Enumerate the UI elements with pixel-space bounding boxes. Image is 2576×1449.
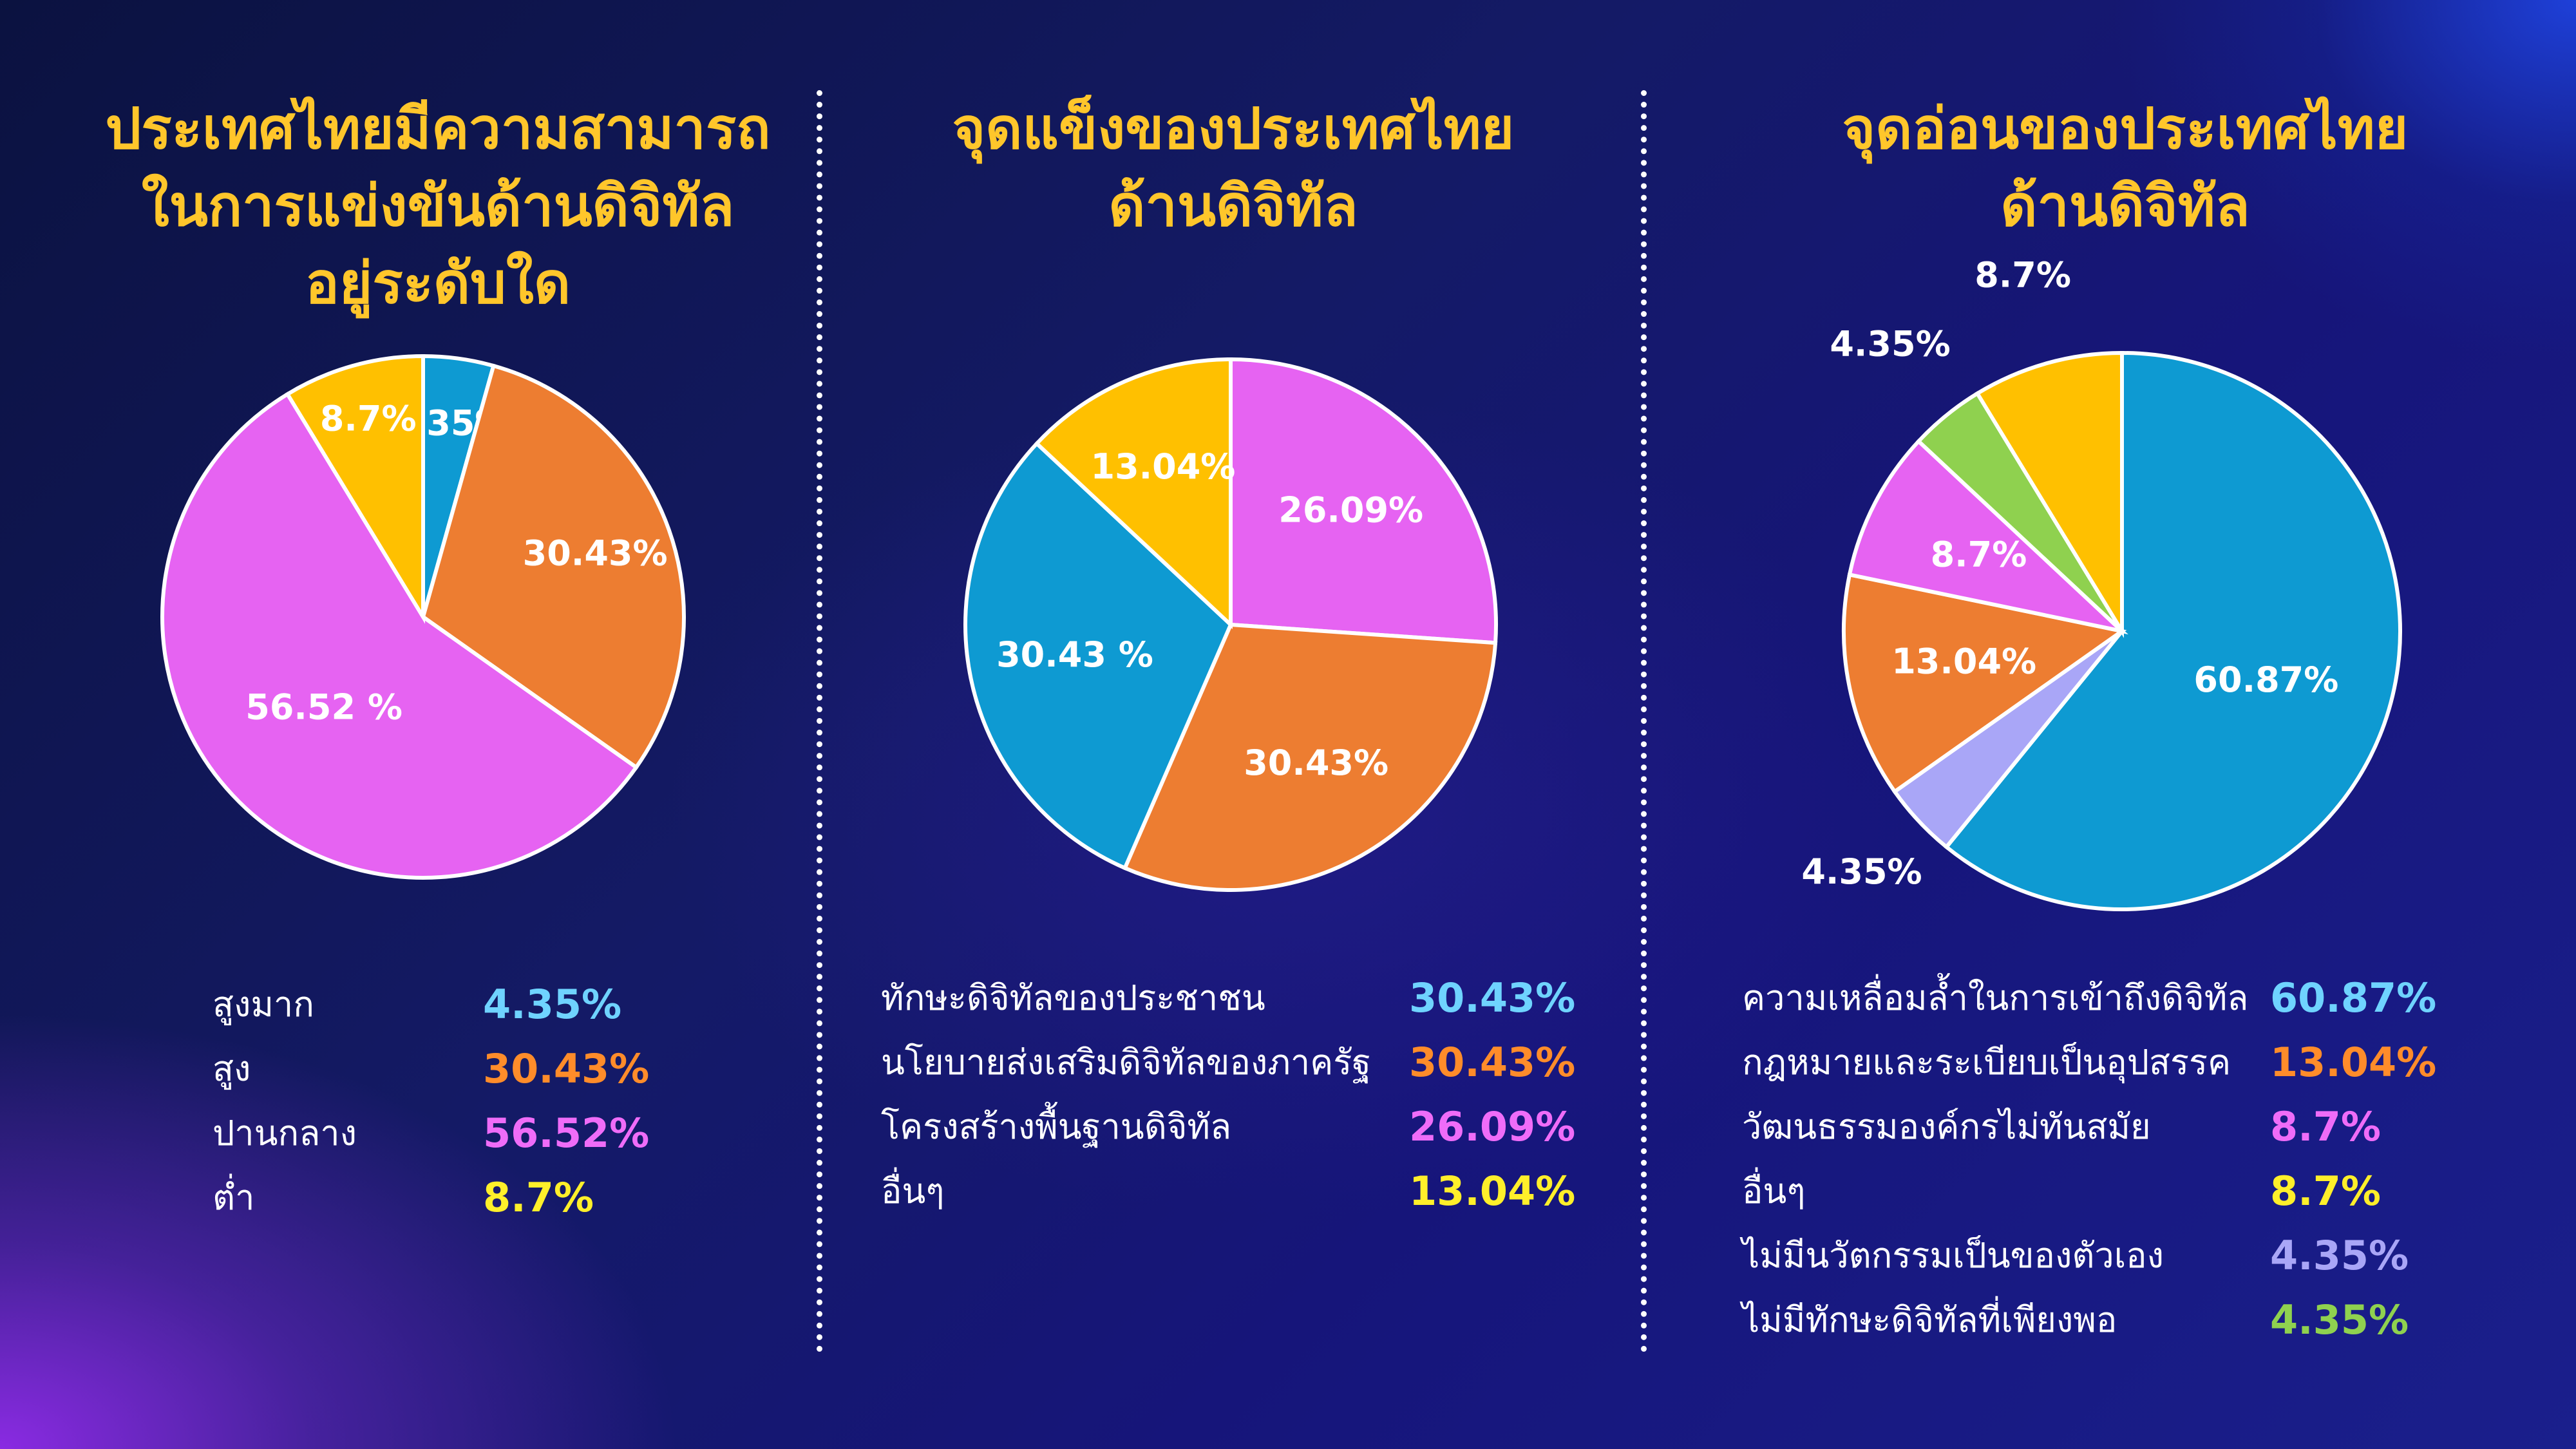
legend-label: วัฒนธรรมองค์กรไม่ทันสมัย (1742, 1106, 2151, 1147)
legend-value: 26.09% (1409, 1103, 1576, 1150)
slice-label: 4.35% (1801, 851, 1922, 892)
legend-competitiveness: สูงมาก 4.35% สูง 30.43% ปานกลาง 56.52% ต่ำ 8.7% (213, 972, 663, 1243)
legend-value: 60.87% (2270, 974, 2437, 1021)
legend-value: 8.7% (2270, 1103, 2381, 1150)
title-line-1: จุดอ่อนของประเทศไทย (1842, 95, 2409, 162)
legend-value: 30.43% (1409, 974, 1576, 1021)
pie-slice (1229, 357, 1498, 645)
legend-label: ปานกลาง (213, 1113, 357, 1153)
divider-right (1641, 90, 1647, 1352)
title-line-1: จุดแข็งของประเทศไทย (952, 95, 1515, 162)
pie-slice (160, 391, 639, 880)
legend-value: 13.04% (2270, 1039, 2437, 1086)
legend-value: 30.43% (1409, 1039, 1576, 1086)
pie-chart-competitiveness: 4.35%30.43%56.52 %8.7% (160, 354, 686, 880)
pie-slice (963, 440, 1233, 871)
legend-label: ไม่มีนวัตกรรมเป็นของตัวเอง (1742, 1235, 2164, 1276)
pie-slice (1034, 357, 1233, 629)
legend-label: กฎหมายและระเบียบเป็นอุปสรรค (1742, 1042, 2231, 1083)
legend-label: อื่นๆ (1742, 1171, 1806, 1211)
legend-value: 56.52% (483, 1110, 650, 1157)
pie-slice (1944, 350, 2402, 911)
title-line-1: ประเทศไทยมีความสามารถ (105, 95, 771, 162)
pie-slice (1975, 350, 2124, 638)
legend-value: 4.35% (2270, 1296, 2409, 1343)
legend-value: 30.43% (483, 1045, 650, 1092)
legend-value: 8.7% (2270, 1168, 2381, 1215)
chart-title: จุดแข็งของประเทศไทย ด้านดิจิทัล (847, 90, 1620, 245)
legend-label: ไม่มีทักษะดิจิทัลที่เพียงพอ (1742, 1300, 2117, 1340)
slice-label: 4.35% (1830, 323, 1950, 364)
slice-label: 60.87% (2193, 659, 2338, 700)
legend-label: ความเหลื่อมล้ำในการเข้าถึงดิจิทัล (1742, 978, 2249, 1018)
slice-label: 13.04% (1891, 641, 2036, 682)
pie-slice (285, 354, 425, 624)
chart-title: จุดอ่อนของประเทศไทย ด้านดิจิทัล (1710, 90, 2541, 245)
slice-label: 30.43% (1244, 743, 1388, 783)
pie-slice (1847, 439, 2128, 635)
slice-label: 13.04% (1091, 446, 1236, 487)
legend-value: 4.35% (483, 981, 622, 1028)
panel-strengths: จุดแข็งของประเทศไทย ด้านดิจิทัล 26.09% 30… (847, 0, 1620, 1449)
slice-label: 8.7% (320, 398, 417, 439)
divider-left (817, 90, 822, 1352)
legend-label: โครงสร้างพื้นฐานดิจิทัล (881, 1106, 1232, 1147)
legend-weaknesses: ความเหลื่อมล้ำในการเข้าถึงดิจิทัล 60.87% ก… (1742, 966, 2541, 1365)
pie-chart-strengths: 26.09% 30.43% 30.43 % 13.04% (963, 357, 1498, 892)
title-line-2: ในการแข่งขันด้านดิจิทัล (141, 173, 735, 239)
legend-label: นโยบายส่งเสริมดิจิทัลของภาครัฐ (881, 1042, 1372, 1083)
panel-competitiveness: ประเทศไทยมีความสามารถ ในการแข่งขันด้านดิ… (52, 0, 824, 1449)
pie-slice (1122, 622, 1498, 892)
pie-slice (421, 363, 686, 770)
legend-label: สูง (213, 1048, 251, 1089)
legend-value: 4.35% (2270, 1232, 2409, 1279)
slice-label: 56.52 % (245, 687, 402, 727)
legend-label: อื่นๆ (881, 1171, 945, 1211)
title-line-2: ด้านดิจิทัล (2000, 173, 2250, 239)
chart-title: ประเทศไทยมีความสามารถ ในการแข่งขันด้านดิ… (52, 90, 824, 322)
legend-label: ทักษะดิจิทัลของประชาชน (881, 978, 1265, 1018)
legend-label: ต่ำ (213, 1177, 255, 1218)
title-line-2: ด้านดิจิทัล (1108, 173, 1358, 239)
legend-strengths: ทักษะดิจิทัลของประชาชน 30.43% นโยบายส่งเสร… (881, 966, 1622, 1236)
slice-label: 30.43% (523, 533, 668, 574)
legend-label: สูงมาก (213, 984, 314, 1025)
pie-slice (1842, 572, 2127, 795)
slice-label: 8.7% (1975, 255, 2071, 296)
slice-label: 8.7% (1931, 534, 2027, 574)
title-line-3: อยู่ระดับใด (305, 250, 571, 316)
panel-weaknesses: จุดอ่อนของประเทศไทย ด้านดิจิทัล 60.87% 4.… (1710, 0, 2541, 1449)
slice-label: 26.09% (1278, 489, 1423, 530)
pie-chart-weaknesses: 60.87% 4.35% 13.04% 8.7% 4.35% 8.7% (1801, 255, 2402, 911)
legend-value: 13.04% (1409, 1168, 1576, 1215)
slice-label: 30.43 % (996, 634, 1153, 675)
legend-value: 8.7% (483, 1174, 594, 1221)
